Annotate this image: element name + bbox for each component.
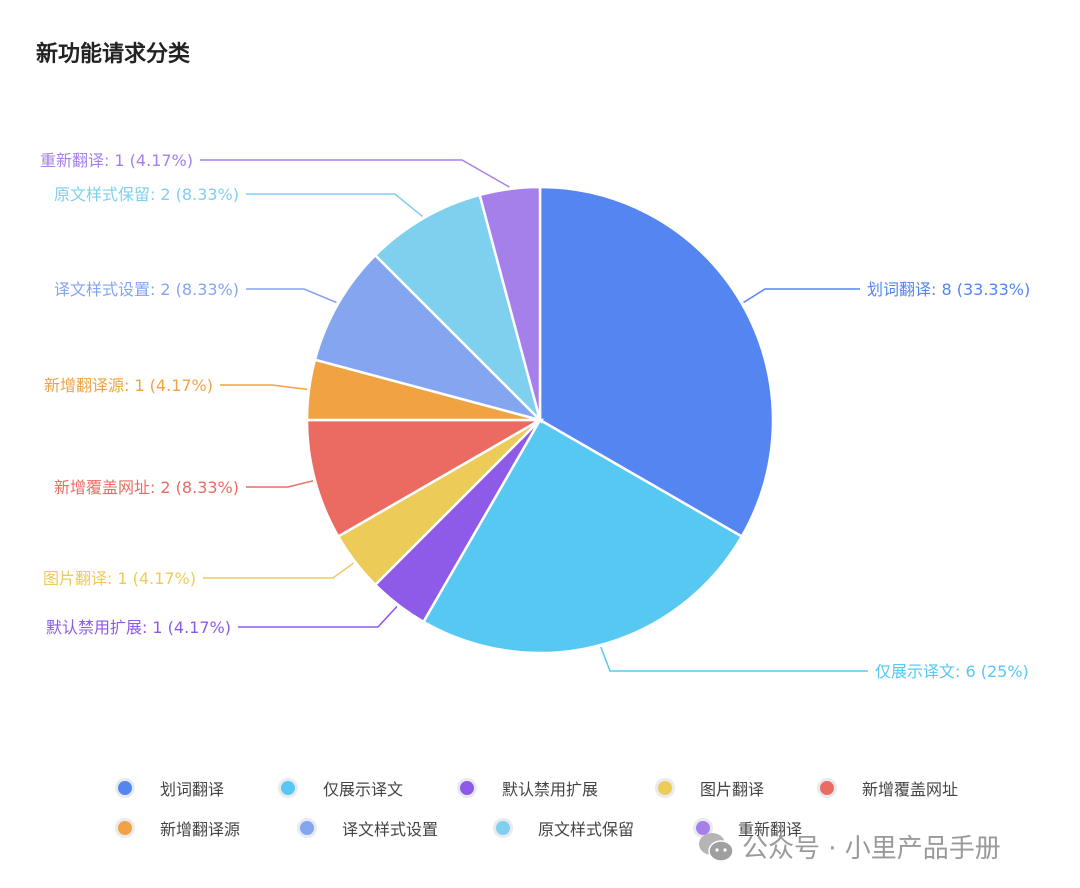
leader-line-3: [203, 562, 355, 579]
data-label-0: 划词翻译: 8 (33.33%): [867, 280, 1030, 299]
watermark-text: 公众号 · 小里产品手册: [742, 834, 1001, 864]
leader-line-7: [246, 193, 423, 218]
wechat-icon: [698, 832, 734, 862]
leader-line-0: [743, 288, 860, 304]
legend-item-5[interactable]: 新增翻译源: [118, 816, 240, 840]
legend-dot-icon: [696, 821, 710, 835]
watermark: 公众号 · 小里产品手册: [698, 828, 1001, 865]
legend-label: 译文样式设置: [342, 820, 439, 839]
legend-label: 原文样式保留: [538, 820, 635, 839]
legend-item-0[interactable]: 划词翻译: [118, 776, 224, 800]
legend-label: 划词翻译: [160, 780, 225, 799]
legend-label: 重新翻译: [738, 820, 803, 839]
data-label-7: 原文样式保留: 2 (8.33%): [54, 185, 239, 204]
legend-item-8[interactable]: 重新翻译: [696, 816, 802, 840]
legend-item-4[interactable]: 新增覆盖网址: [820, 776, 958, 800]
legend-label: 新增翻译源: [160, 820, 241, 839]
data-label-8: 重新翻译: 1 (4.17%): [40, 151, 193, 170]
data-label-2: 默认禁用扩展: 1 (4.17%): [46, 618, 231, 637]
data-label-5: 新增翻译源: 1 (4.17%): [44, 376, 213, 395]
leader-line-2: [238, 605, 398, 628]
legend-label: 默认禁用扩展: [502, 780, 599, 799]
leader-line-4: [246, 480, 314, 488]
data-label-3: 图片翻译: 1 (4.17%): [43, 569, 196, 588]
legend-label: 仅展示译文: [323, 780, 404, 799]
pie-slice-6: [313, 253, 545, 423]
pie-slice-8: [478, 185, 542, 421]
legend-item-2[interactable]: 默认禁用扩展: [460, 776, 598, 800]
legend-dot-icon: [300, 821, 314, 835]
data-label-1: 仅展示译文: 6 (25%): [875, 662, 1029, 681]
legend-label: 图片翻译: [700, 780, 765, 799]
leader-line-1: [600, 646, 868, 672]
legend-dot-icon: [820, 781, 834, 795]
data-label-4: 新增覆盖网址: 2 (8.33%): [54, 478, 239, 497]
pie-slice-0: [538, 185, 775, 539]
legend-item-3[interactable]: 图片翻译: [658, 776, 764, 800]
legend-dot-icon: [281, 781, 295, 795]
legend-dot-icon: [460, 781, 474, 795]
pie-slice-1: [421, 418, 744, 655]
leader-line-5: [220, 384, 308, 391]
legend-dot-icon: [658, 781, 672, 795]
data-label-6: 译文样式设置: 2 (8.33%): [54, 280, 239, 299]
legend-item-7[interactable]: 原文样式保留: [496, 816, 634, 840]
legend-label: 新增覆盖网址: [862, 780, 959, 799]
pie-slice-7: [373, 193, 543, 425]
legend-dot-icon: [496, 821, 510, 835]
legend-dot-icon: [118, 821, 132, 835]
legend-item-6[interactable]: 译文样式设置: [300, 816, 438, 840]
legend-item-1[interactable]: 仅展示译文: [281, 776, 403, 800]
leader-line-6: [246, 288, 337, 304]
leader-line-8: [200, 159, 510, 188]
legend-dot-icon: [118, 781, 132, 795]
chart-title: 新功能请求分类: [36, 42, 191, 67]
pie-slice-4: [305, 418, 545, 539]
